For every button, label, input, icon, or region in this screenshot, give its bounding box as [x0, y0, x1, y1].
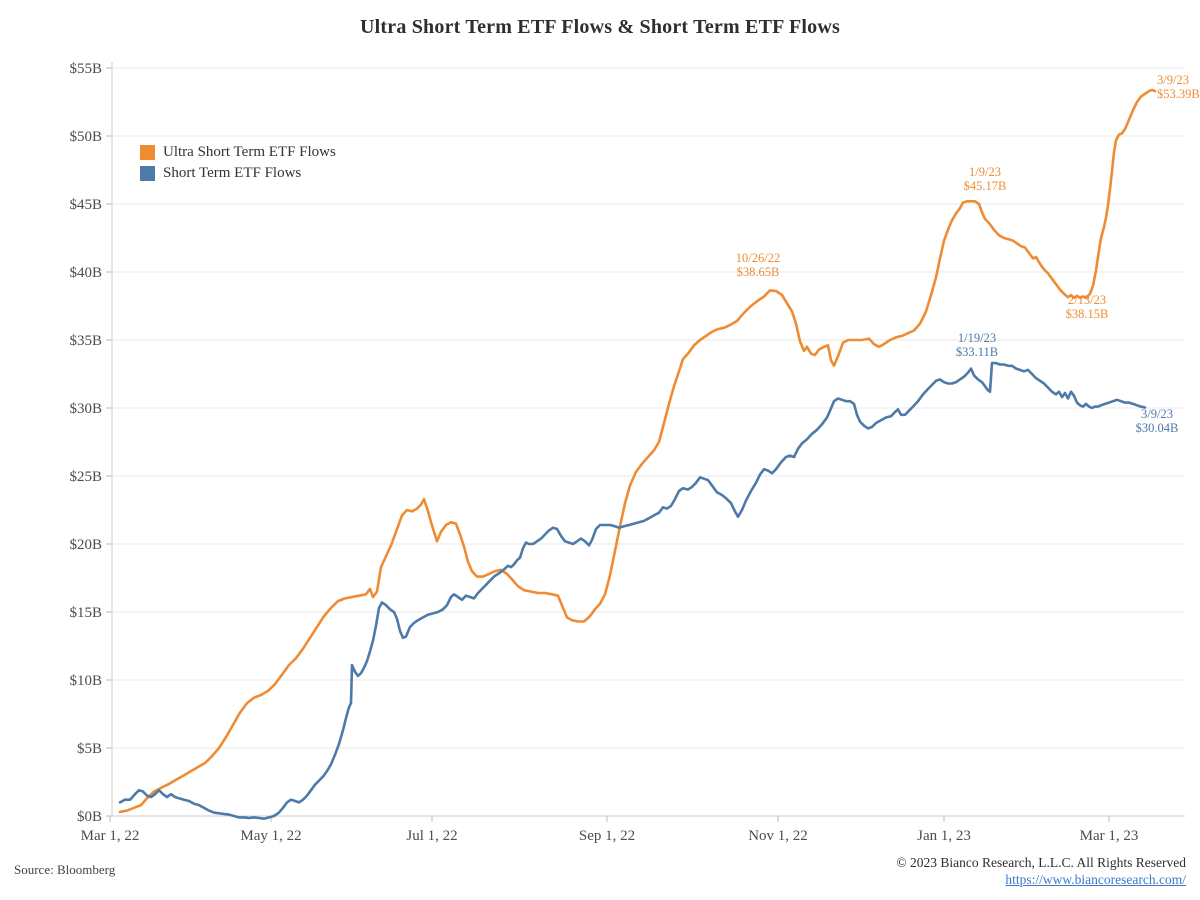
short-swatch-icon [140, 165, 155, 181]
chart-title: Ultra Short Term ETF Flows & Short Term … [360, 16, 840, 38]
x-axis-label: Jan 1, 23 [917, 828, 971, 844]
y-axis-label: $25B [69, 469, 102, 485]
y-axis-label: $20B [69, 537, 102, 553]
y-axis-label: $5B [77, 741, 102, 757]
y-axis-label: $50B [69, 129, 102, 145]
y-axis-label: $40B [69, 265, 102, 281]
annotation: 10/26/22 $38.65B [736, 251, 780, 279]
x-axis-label: Sep 1, 22 [579, 828, 635, 844]
annotation: 1/9/23 $45.17B [964, 165, 1007, 193]
y-axis-label: $10B [69, 673, 102, 689]
x-axis-label: Jul 1, 22 [406, 828, 457, 844]
legend-label-short: Short Term ETF Flows [163, 164, 302, 181]
footer-right: © 2023 Bianco Research, L.L.C. All Right… [896, 854, 1186, 888]
legend-item-ultra-short: Ultra Short Term ETF Flows [140, 142, 336, 162]
series-line-ultra-short-term-etf-flows [118, 88, 1157, 814]
x-axis-label: May 1, 22 [240, 828, 301, 844]
x-axis-label: Mar 1, 23 [1080, 828, 1139, 844]
y-axis-label: $15B [69, 605, 102, 621]
source-note: Source: Bloomberg [14, 862, 116, 877]
y-axis-label: $35B [69, 333, 102, 349]
x-axis-label: Mar 1, 22 [81, 828, 140, 844]
biancoresearch-link[interactable]: https://www.biancoresearch.com/ [1005, 872, 1186, 887]
x-axis-label: Nov 1, 22 [748, 828, 808, 844]
y-axis-label: $30B [69, 401, 102, 417]
ultra-short-swatch-icon [140, 144, 155, 160]
y-axis-label: $45B [69, 197, 102, 213]
legend-item-short: Short Term ETF Flows [140, 163, 336, 183]
annotation: 3/9/23 $30.04B [1136, 407, 1179, 435]
legend-label-ultra-short: Ultra Short Term ETF Flows [163, 143, 336, 160]
series-line-short-term-etf-flows [118, 361, 1147, 821]
copyright-text: © 2023 Bianco Research, L.L.C. All Right… [896, 855, 1186, 870]
annotation: 1/19/23 $33.11B [956, 331, 998, 359]
annotation: 3/9/23 $53.39B [1157, 73, 1200, 101]
annotation: 2/13/23 $38.15B [1066, 293, 1109, 321]
y-axis-label: $0B [77, 809, 102, 825]
y-axis-label: $55B [69, 61, 102, 77]
footer-link-row: https://www.biancoresearch.com/ [896, 871, 1186, 888]
legend: Ultra Short Term ETF Flows Short Term ET… [140, 142, 336, 184]
